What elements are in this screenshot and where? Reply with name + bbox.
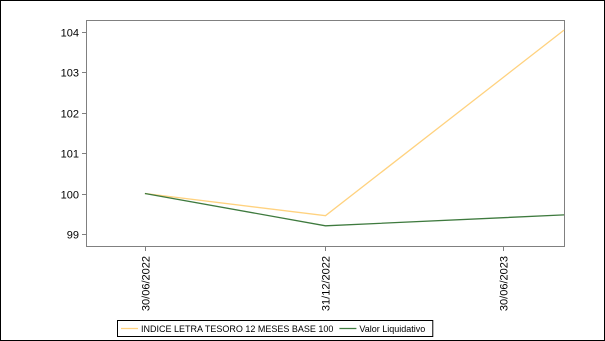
y-tick-label: 100 <box>61 190 79 202</box>
x-axis: 30/06/2022 31/12/2022 30/06/2023 <box>141 246 511 311</box>
x-tick-label: 30/06/2022 <box>141 256 153 311</box>
y-tick-label: 99 <box>67 230 79 242</box>
series-line-1 <box>144 192 565 227</box>
y-tick-label: 102 <box>61 109 79 121</box>
legend-box <box>117 320 434 337</box>
series-lines <box>144 29 565 227</box>
y-axis: 99 100 101 102 103 104 <box>61 28 86 242</box>
legend-label: Valor Liquidativo <box>359 324 425 334</box>
y-tick-label: 104 <box>61 28 79 40</box>
legend-label: INDICE LETRA TESORO 12 MESES BASE 100 <box>141 324 333 334</box>
y-tick-label: 101 <box>61 149 79 161</box>
y-tick-label: 103 <box>61 68 79 80</box>
x-tick-label: 31/12/2022 <box>321 256 333 311</box>
plot-area <box>86 20 565 247</box>
series-line-0 <box>144 29 565 217</box>
x-tick-label: 30/06/2023 <box>499 256 511 311</box>
legend: INDICE LETRA TESORO 12 MESES BASE 100 Val… <box>117 320 434 337</box>
